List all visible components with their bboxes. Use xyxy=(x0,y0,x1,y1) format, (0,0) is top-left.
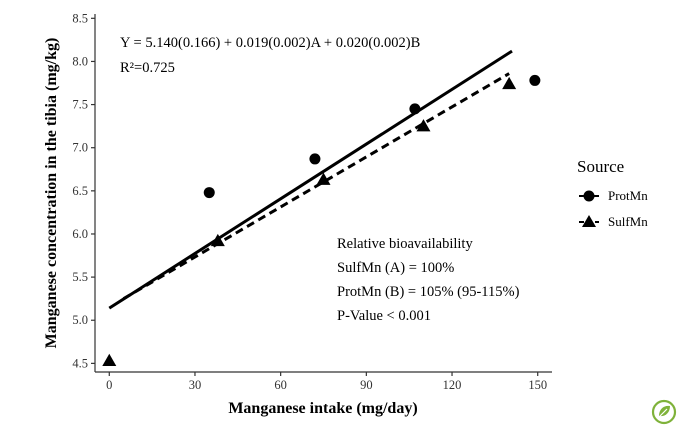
y-tick-label: 5.0 xyxy=(72,313,88,327)
legend-label-protmn: ProtMn xyxy=(608,188,648,203)
data-points xyxy=(102,74,541,367)
y-tick-label: 8.0 xyxy=(72,54,88,68)
fit-lines xyxy=(108,49,513,310)
legend-item-sulfmn: SulfMn xyxy=(579,214,648,229)
axes xyxy=(94,14,552,373)
x-tick-label: 30 xyxy=(189,378,202,392)
r2-annotation: R²=0.725 xyxy=(120,60,175,76)
bioavailability-line-2: SulfMn (A) = 100% xyxy=(337,260,454,276)
leaf-stem xyxy=(657,408,668,419)
fit-line-sulfmn xyxy=(122,72,510,300)
legend-item-protmn: ProtMn xyxy=(579,188,648,203)
legend-title: Source xyxy=(577,157,624,176)
y-tick-label: 5.5 xyxy=(72,270,88,284)
ticks: 0 30 60 90 120 150 4.5 5.0 5.5 6.0 6.5 7.0 7.5 8.0 8.5 xyxy=(72,11,547,392)
y-tick-label: 8.5 xyxy=(72,11,88,25)
point-sulfmn xyxy=(210,233,225,247)
x-axis-title: Manganese intake (mg/day) xyxy=(228,400,417,417)
point-sulfmn xyxy=(502,76,517,90)
point-protmn xyxy=(203,187,215,199)
point-sulfmn xyxy=(102,353,117,367)
y-tick-label: 7.5 xyxy=(72,98,88,112)
legend: Source ProtMn SulfMn xyxy=(577,157,648,229)
y-axis-title: Manganese concentration in the tibia (mg… xyxy=(43,38,60,349)
legend-label-sulfmn: SulfMn xyxy=(608,214,648,229)
x-tick-label: 120 xyxy=(443,378,462,392)
y-tick-label: 6.0 xyxy=(72,227,88,241)
leaf-badge-icon xyxy=(651,399,677,425)
point-sulfmn xyxy=(416,119,431,132)
bioavailability-line-1: Relative bioavailability xyxy=(337,236,473,252)
x-tick-label: 90 xyxy=(360,378,373,392)
equation-annotation: Y = 5.140(0.166) + 0.019(0.002)A + 0.020… xyxy=(120,35,420,51)
legend-marker-circle-icon xyxy=(583,190,595,202)
fit-line-protmn xyxy=(108,49,513,310)
x-tick-label: 150 xyxy=(528,378,547,392)
y-tick-label: 4.5 xyxy=(72,356,88,370)
point-protmn xyxy=(309,153,321,165)
legend-marker-triangle-icon xyxy=(582,215,596,227)
point-protmn xyxy=(409,103,421,115)
x-tick-label: 0 xyxy=(106,378,112,392)
point-protmn xyxy=(529,74,541,86)
y-tick-label: 7.0 xyxy=(72,141,88,155)
point-sulfmn xyxy=(316,172,331,185)
bioavailability-line-3: ProtMn (B) = 105% (95-115%) xyxy=(337,284,520,300)
bioavailability-line-4: P-Value < 0.001 xyxy=(337,308,431,324)
x-tick-label: 60 xyxy=(274,378,287,392)
y-tick-label: 6.5 xyxy=(72,184,88,198)
